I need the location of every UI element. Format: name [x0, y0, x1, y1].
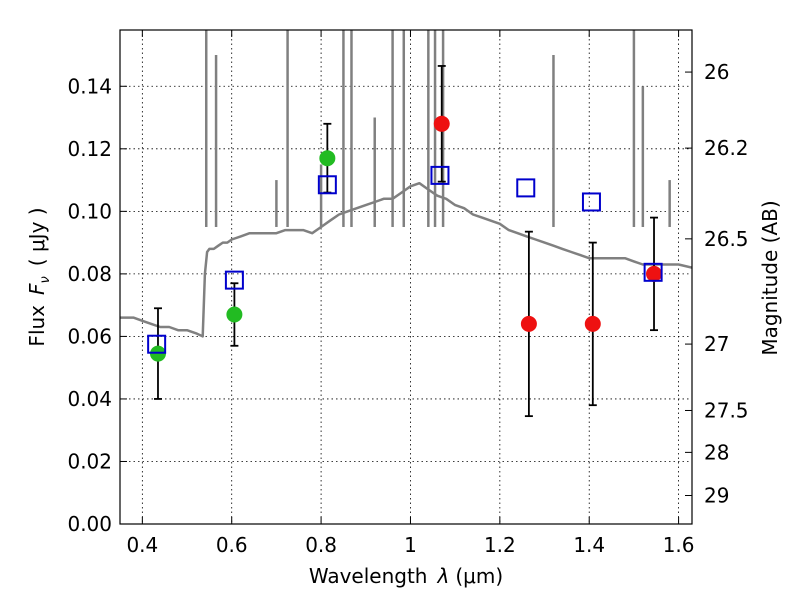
model-photometry-box	[224, 270, 244, 290]
x-tick-label: 1.6	[663, 533, 695, 557]
y-tick-label: 0.08	[67, 262, 112, 286]
data-point	[226, 306, 243, 323]
x-tick-label: 1	[404, 533, 417, 557]
x-tick-label: 1.4	[573, 533, 605, 557]
plot-frame	[119, 29, 693, 525]
data-point	[584, 315, 601, 332]
axis-ticks: 0.4 0.6 0.8 1 1.2 1.4 1.6 0.00 0.02 0.04 0.06 0.08 0…	[67, 30, 749, 557]
x-tick-label: 0.4	[126, 533, 158, 557]
y-tick-label: 0.04	[67, 387, 112, 411]
data-point	[520, 315, 537, 332]
model-photometry-box	[317, 175, 337, 195]
model-photometry-box	[147, 334, 167, 354]
y-tick-label: 0.02	[67, 449, 112, 473]
data-point	[646, 265, 663, 282]
y-tick-label: 0.00	[67, 512, 112, 536]
data-point	[433, 115, 450, 132]
y2-tick-label: 26	[704, 60, 729, 84]
model-photometry-box	[430, 165, 450, 185]
y2-tick-label: 26.5	[704, 227, 749, 251]
y2-tick-label: 26.2	[704, 136, 749, 160]
y2-tick-label: 27.5	[704, 398, 749, 422]
model-photometry-box	[581, 192, 601, 212]
y-tick-label: 0.14	[67, 74, 112, 98]
data-point	[319, 150, 336, 167]
y-tick-label: 0.10	[67, 199, 112, 223]
spectrum-line	[120, 181, 692, 338]
x-tick-label: 0.8	[305, 533, 337, 557]
y-axis-label: FluxFν( μJy )	[25, 207, 53, 346]
y2-tick-label: 28	[704, 440, 729, 464]
model-photometry-box	[516, 178, 536, 198]
model-photometry-box	[643, 262, 663, 282]
y2-tick-label: 29	[704, 483, 729, 507]
x-tick-label: 0.6	[216, 533, 248, 557]
x-tick-label: 1.2	[484, 533, 516, 557]
y2-axis-label: Magnitude (AB)	[758, 200, 782, 355]
y2-tick-label: 27	[704, 332, 729, 356]
plot-area	[120, 30, 692, 418]
x-axis-label: Wavelength λ (μm)	[309, 564, 503, 588]
y-tick-label: 0.12	[67, 137, 112, 161]
y-tick-label: 0.06	[67, 324, 112, 348]
